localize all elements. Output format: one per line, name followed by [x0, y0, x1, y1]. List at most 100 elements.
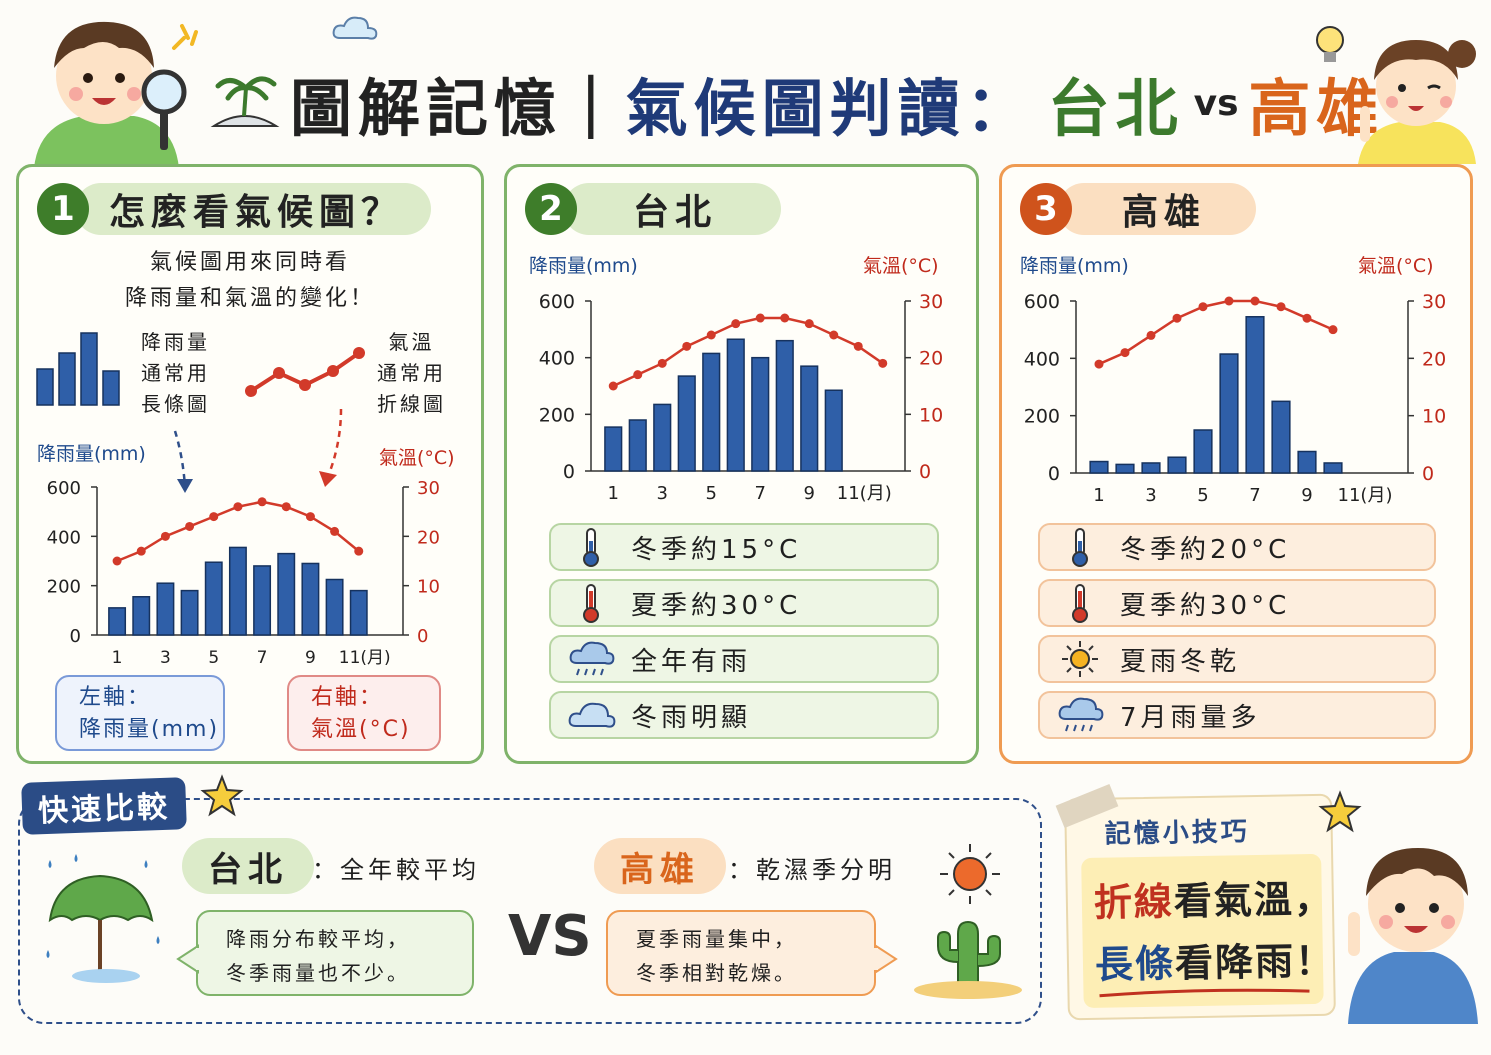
panel1-title: 怎麼看氣候圖？ — [75, 183, 432, 235]
x-tick-label: 7 — [257, 648, 268, 668]
title-topic: 氣候圖判讀： — [625, 72, 1034, 145]
kaohsiung-climate-chart: 0 200 400 600 0 10 20 30 1 3 5 7 9 11(月) — [1024, 291, 1446, 506]
kaohsiung-feature-wet-dry: 夏雨冬乾 — [1038, 635, 1436, 683]
panel1-heading: 1 怎麼看氣候圖？ — [37, 181, 432, 237]
x-tick-label: 5 — [208, 648, 219, 668]
left-tick-label: 200 — [47, 577, 81, 598]
temperature-point — [160, 531, 170, 541]
step-number-3: 3 — [1020, 183, 1072, 235]
taipei-feature-winter-rain-text: 冬雨明顯 — [631, 702, 752, 733]
taipei-feature-winter-text: 冬季約15°C — [631, 534, 802, 565]
rainfall-bar — [800, 365, 819, 472]
rainfall-bar — [349, 589, 368, 636]
kh-bubble-line-2: 冬季相對乾燥。 — [636, 961, 797, 985]
boy-pointing-illustration — [1348, 848, 1478, 1024]
rainfall-bar — [1297, 450, 1317, 474]
temperature-point — [185, 521, 195, 531]
taipei-feature-rain-text: 全年有雨 — [631, 646, 752, 677]
temperature-point — [354, 546, 364, 556]
kaohsiung-feature-july-rain: 7月雨量多 — [1038, 691, 1436, 739]
bar-legend-line-1: 降雨量 — [141, 330, 210, 354]
memory-tip-card: 記憶小技巧 折線看氣溫， 長條看降雨！ — [1064, 793, 1336, 1021]
temperature-point — [780, 313, 790, 323]
mini-bar-chart-icon — [36, 332, 120, 406]
intro-line-1: 氣候圖用來同時看 — [149, 250, 350, 275]
temperature-point — [257, 497, 267, 507]
kaohsiung-feature-winter-text: 冬季約20°C — [1120, 534, 1291, 565]
rainfall-bar — [132, 596, 151, 636]
x-tick-label: 11(月) — [837, 483, 892, 504]
bar-legend-text: 降雨量 通常用 長條圖 — [141, 327, 210, 420]
tip-line-1-accent: 折線 — [1093, 879, 1175, 925]
rainfall-bar — [1271, 400, 1291, 474]
rainfall-bar — [156, 582, 175, 636]
panel3-title: 高雄 — [1058, 183, 1257, 235]
right-tick-label: 30 — [919, 291, 943, 313]
taipei-feature-all-year-rain: 全年有雨 — [549, 635, 939, 683]
taipei-climate-chart: 0 200 400 600 0 10 20 30 1 3 5 7 9 11(月) — [539, 291, 943, 504]
title-vs: vs — [1193, 82, 1239, 124]
taipei-feature-summer-text: 夏季約30°C — [631, 590, 802, 621]
memory-tip-title: 記憶小技巧 — [1104, 817, 1250, 850]
cactus-sun-icon — [914, 844, 1022, 999]
left-tick-label: 400 — [539, 348, 575, 370]
intro-line-2: 降雨量和氣溫的變化！ — [124, 286, 375, 311]
x-tick-label: 9 — [305, 648, 316, 668]
temperature-point — [878, 358, 888, 368]
rainfall-bar — [702, 352, 721, 472]
star-icon — [200, 774, 244, 817]
compare-taipei-label: 台北 — [182, 838, 314, 894]
bubble-pointer-left — [176, 944, 200, 974]
temperature-point — [657, 358, 667, 368]
rainfall-bar — [1089, 460, 1109, 474]
tape-decoration — [1055, 784, 1119, 828]
panel-how-to-read: 1 怎麼看氣候圖？ 氣候圖用來同時看 降雨量和氣溫的變化！ 降雨量 通常用 長條… — [16, 164, 484, 764]
right-tick-label: 10 — [417, 577, 440, 598]
title-separator: | — [580, 66, 608, 140]
left-tick-label: 200 — [539, 404, 575, 426]
right-tick-label: 10 — [919, 404, 943, 426]
temperature-point — [112, 556, 122, 566]
taipei-bubble-line-2: 冬季雨量也不少。 — [226, 961, 410, 985]
example-climate-chart: 0 200 400 600 0 10 20 30 1 3 5 7 9 11(月) — [47, 478, 440, 668]
x-tick-label: 1 — [608, 483, 619, 504]
sun-icon — [1040, 639, 1120, 679]
star-icon — [1318, 790, 1362, 833]
rain-cloud-icon — [1040, 695, 1120, 735]
panel2-heading: 2 台北 — [525, 181, 782, 237]
rainfall-bar — [204, 561, 223, 636]
temperature-point — [305, 512, 315, 522]
red-underline — [1099, 988, 1310, 998]
rainfall-bar — [1167, 456, 1187, 474]
right-tick-label: 20 — [919, 348, 943, 370]
tip-line-2-rest: 看降雨！ — [1174, 938, 1336, 986]
kaohsiung-feature-summer: 夏季約30°C — [1038, 579, 1436, 627]
temperature-point — [330, 526, 340, 536]
left-tick-label: 600 — [539, 291, 575, 313]
x-tick-label: 1 — [1093, 485, 1104, 506]
rainfall-bar — [1141, 462, 1161, 474]
x-tick-label: 5 — [1197, 485, 1208, 506]
x-tick-label: 7 — [755, 483, 766, 504]
left-tick-label: 400 — [47, 527, 81, 548]
rainfall-bar — [180, 589, 199, 636]
panel-taipei: 2 台北 降雨量(mm) 氣溫(°C) 0 200 400 600 0 10 20 30 1 3 5… — [504, 164, 979, 764]
rainfall-bar — [677, 375, 696, 472]
x-tick-label: 1 — [112, 648, 123, 668]
kh-bubble-line-1: 夏季雨量集中， — [636, 927, 797, 951]
tip-line-1: 折線看氣溫， — [1093, 868, 1335, 927]
temperature-point — [1328, 325, 1338, 335]
x-tick-label: 3 — [160, 648, 171, 668]
title-main: 圖解記憶 — [290, 72, 563, 145]
example-left-axis-title: 降雨量(mm) — [37, 443, 146, 465]
mini-line-chart-icon — [245, 347, 365, 397]
rain-cloud-icon — [551, 639, 631, 679]
rainfall-bar — [108, 607, 127, 636]
panel3-heading: 3 高雄 — [1020, 181, 1257, 237]
thermometer-blue-icon — [551, 527, 631, 567]
right-tick-label: 0 — [919, 461, 931, 483]
rainfall-bar — [228, 546, 247, 636]
rainfall-bar — [824, 389, 843, 472]
temperature-point — [829, 330, 839, 340]
temperature-point — [233, 502, 243, 512]
